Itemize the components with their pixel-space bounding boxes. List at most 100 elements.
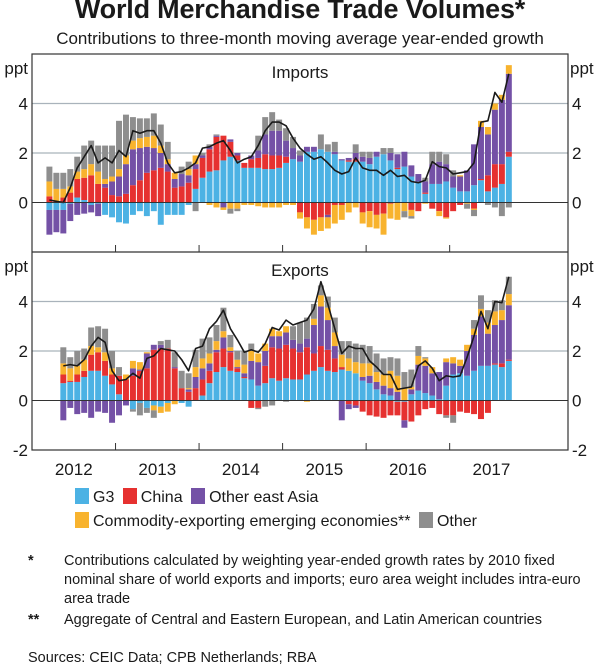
imports-bar-commodity-exporting-emerging-economies: [422, 202, 429, 204]
imports-bar-other: [192, 202, 199, 212]
exports-bar-g3: [60, 383, 67, 401]
imports-bar-other-east-asia: [331, 151, 338, 155]
imports-bar-china: [303, 202, 310, 218]
imports-total-line: [49, 73, 510, 204]
exports-bar-other-east-asia: [116, 400, 122, 416]
exports-bar-china: [136, 370, 143, 401]
exports-bar-commodity-exporting-emerging-economies: [143, 352, 150, 354]
exports-bar-commodity-exporting-emerging-economies: [206, 353, 213, 364]
exports-bar-china: [443, 400, 450, 416]
imports-bar-g3: [143, 202, 150, 217]
exports-bar-china: [366, 400, 373, 416]
imports-bar-other-east-asia: [81, 202, 88, 214]
exports-bar-china: [74, 374, 81, 382]
exports-bar-g3: [429, 395, 436, 401]
imports-bar-g3: [269, 169, 276, 203]
imports-bar-other-east-asia: [102, 183, 109, 188]
exports-bar-g3: [227, 370, 234, 401]
imports-bar-other-east-asia: [227, 139, 234, 142]
imports-bar-other-east-asia: [484, 134, 491, 176]
exports-bar-other-east-asia: [352, 405, 359, 408]
exports-bar-other-east-asia: [310, 325, 317, 354]
exports-bar-other: [422, 357, 429, 359]
exports-bar-china: [345, 400, 352, 405]
exports-bar-g3: [352, 373, 359, 401]
imports-bar-g3: [401, 166, 408, 203]
imports-bar-commodity-exporting-emerging-economies: [443, 217, 450, 219]
exports-bar-china: [81, 370, 88, 377]
exports-bar-other: [171, 352, 178, 368]
exports-bar-g3: [67, 381, 74, 401]
exports-bar-other: [136, 402, 143, 416]
exports-bar-g3: [220, 367, 227, 401]
footnote-1: * Contributions calculated by weighting …: [28, 552, 588, 609]
imports-bar-other: [178, 166, 185, 175]
exports-ytick-left: 0: [19, 392, 28, 411]
imports-bar-commodity-exporting-emerging-economies: [46, 181, 53, 197]
imports-bar-other-east-asia: [164, 164, 171, 172]
exports-ytick-right: 2: [572, 342, 581, 361]
imports-bar-other-east-asia: [136, 148, 143, 181]
imports-bar-g3: [241, 167, 248, 203]
imports-bar-commodity-exporting-emerging-economies: [60, 188, 67, 198]
exports-bar-other: [199, 338, 206, 359]
imports-bar-commodity-exporting-emerging-economies: [408, 209, 415, 217]
exports-bar-china: [95, 352, 102, 371]
exports-bar-other-east-asia: [422, 365, 429, 394]
exports-bar-g3: [436, 399, 443, 401]
imports-bar-g3: [234, 160, 241, 203]
exports-bar-commodity-exporting-emerging-economies: [429, 367, 436, 374]
imports-bar-commodity-exporting-emerging-economies: [234, 202, 241, 209]
exports-bar-g3: [484, 365, 491, 401]
exports-bar-other-east-asia: [171, 367, 178, 369]
exports-bar-g3: [338, 369, 345, 401]
imports-bar-other: [185, 161, 192, 170]
imports-bar-commodity-exporting-emerging-economies: [276, 202, 283, 208]
exports-bar-other-east-asia: [220, 337, 227, 349]
exports-bar-other: [408, 369, 415, 387]
imports-bar-china: [436, 202, 443, 212]
imports-bar-other-east-asia: [178, 174, 185, 187]
exports-bar-commodity-exporting-emerging-economies: [122, 374, 129, 380]
exports-bar-g3: [95, 370, 102, 401]
imports-bar-other-east-asia: [429, 164, 436, 184]
exports-bar-other: [359, 344, 366, 364]
exports-bar-china: [373, 400, 380, 417]
exports-bar-other-east-asia: [464, 351, 471, 376]
exports-bar-other: [255, 407, 262, 410]
imports-bar-commodity-exporting-emerging-economies: [464, 202, 471, 204]
exports-bar-commodity-exporting-emerging-economies: [234, 359, 241, 368]
imports-bar-g3: [109, 202, 116, 218]
footnote-2: ** Aggregate of Central and Eastern Euro…: [28, 611, 588, 630]
imports-bar-g3: [464, 191, 471, 203]
exports-bar-commodity-exporting-emerging-economies: [95, 347, 102, 353]
imports-bar-china: [129, 185, 136, 203]
x-tick-label: 2017: [473, 460, 511, 479]
exports-bar-china: [283, 344, 290, 379]
imports-bar-china: [443, 202, 450, 218]
imports-bar-commodity-exporting-emerging-economies: [143, 136, 150, 147]
imports-bar-other-east-asia: [345, 157, 352, 161]
imports-bar-other-east-asia: [408, 165, 415, 177]
exports-ytick-right: 0: [572, 392, 581, 411]
legend-item-commodity: Commodity-exporting emerging economies**: [75, 510, 410, 534]
exports-bar-commodity-exporting-emerging-economies: [136, 362, 143, 370]
exports-bar-china: [129, 375, 136, 401]
imports-bar-other: [157, 124, 164, 146]
imports-bar-china: [380, 202, 387, 214]
imports-bar-other: [74, 156, 81, 172]
imports-bar-other-east-asia: [269, 130, 276, 156]
imports-bar-china: [60, 197, 67, 203]
exports-bar-g3: [471, 370, 478, 401]
legend-row-2: Commodity-exporting emerging economies**…: [75, 510, 481, 534]
legend-swatch-other: [418, 512, 433, 528]
legend-item-other: Other: [418, 510, 477, 534]
imports-bar-other: [262, 117, 269, 135]
exports-bar-commodity-exporting-emerging-economies: [74, 365, 81, 375]
exports-bar-commodity-exporting-emerging-economies: [241, 364, 248, 374]
imports-bar-other-east-asia: [116, 176, 122, 197]
imports-bar-china: [199, 157, 206, 178]
exports-bar-other-east-asia: [297, 343, 303, 353]
imports-bar-other-east-asia: [283, 140, 290, 157]
imports-bar-commodity-exporting-emerging-economies: [213, 202, 220, 208]
